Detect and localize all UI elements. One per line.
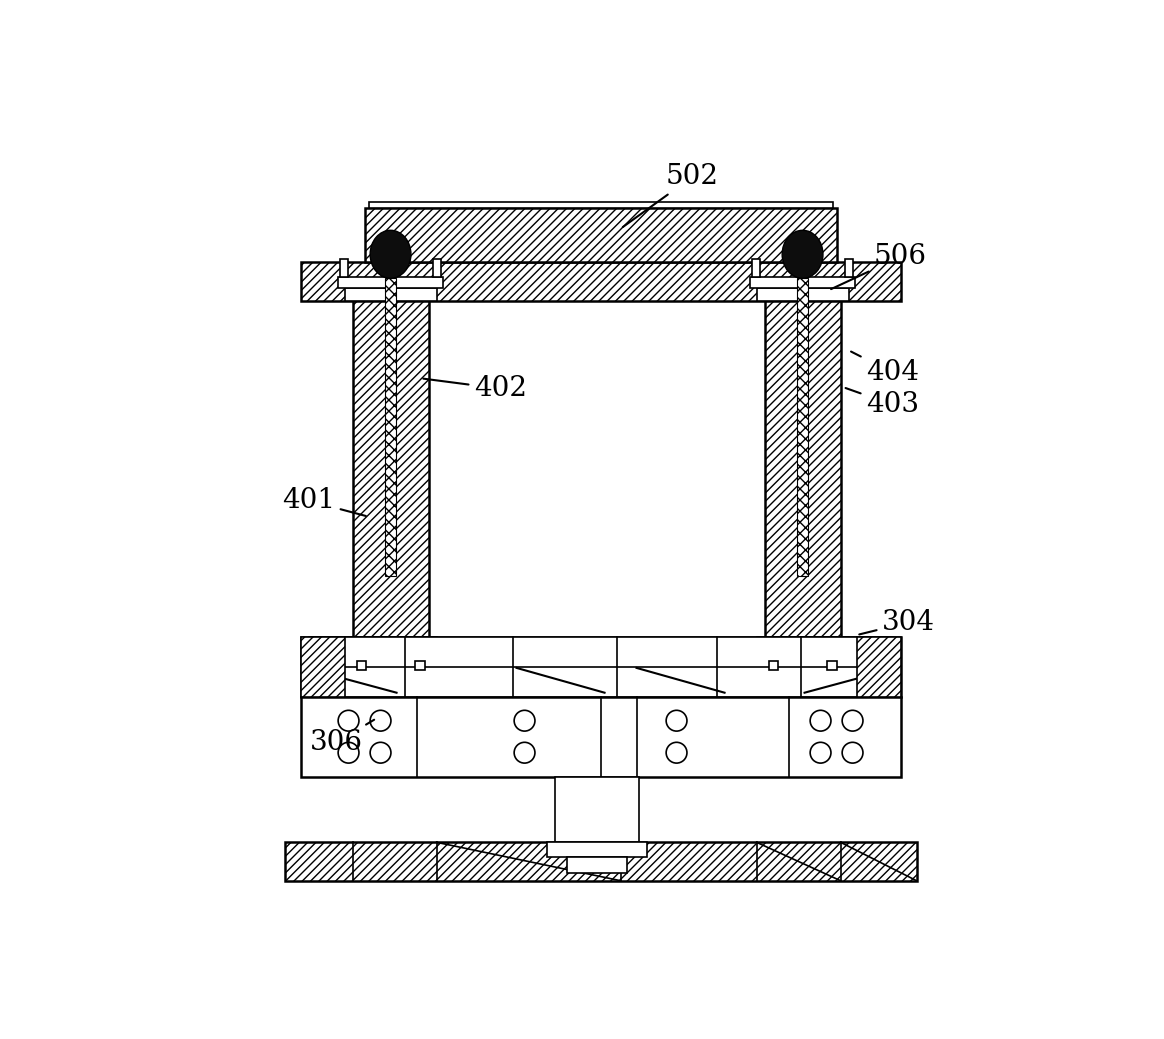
Bar bbox=[340, 259, 348, 276]
Bar bbox=[300, 637, 345, 697]
Circle shape bbox=[666, 742, 687, 763]
Bar bbox=[857, 637, 901, 697]
Circle shape bbox=[843, 711, 863, 731]
Bar bbox=[364, 208, 837, 262]
Bar bbox=[845, 259, 853, 276]
Text: 304: 304 bbox=[859, 609, 935, 636]
Bar bbox=[300, 697, 901, 777]
Text: 506: 506 bbox=[831, 243, 927, 289]
Bar bbox=[300, 262, 901, 300]
Bar bbox=[826, 661, 837, 670]
Text: 403: 403 bbox=[845, 388, 920, 418]
Bar bbox=[752, 259, 760, 276]
Bar bbox=[757, 288, 849, 300]
Circle shape bbox=[666, 711, 687, 731]
Circle shape bbox=[810, 711, 831, 731]
Bar bbox=[284, 843, 916, 881]
Circle shape bbox=[810, 742, 831, 763]
Circle shape bbox=[338, 742, 359, 763]
Circle shape bbox=[338, 711, 359, 731]
Text: 502: 502 bbox=[623, 163, 719, 228]
Bar bbox=[433, 259, 441, 276]
Bar bbox=[768, 661, 779, 670]
Bar bbox=[300, 637, 901, 697]
Bar bbox=[750, 648, 856, 661]
Bar bbox=[338, 276, 443, 288]
Bar bbox=[338, 648, 443, 661]
Circle shape bbox=[370, 742, 391, 763]
Ellipse shape bbox=[782, 231, 823, 278]
Bar bbox=[308, 637, 893, 667]
Circle shape bbox=[514, 711, 535, 731]
Circle shape bbox=[514, 742, 535, 763]
Bar bbox=[757, 637, 849, 648]
Bar bbox=[345, 288, 436, 300]
Bar bbox=[385, 278, 396, 577]
Text: 404: 404 bbox=[851, 351, 920, 387]
Bar bbox=[345, 637, 436, 648]
Text: 401: 401 bbox=[282, 487, 365, 516]
Bar bbox=[797, 278, 808, 577]
Bar bbox=[555, 777, 639, 843]
Bar bbox=[356, 661, 367, 670]
Bar bbox=[750, 276, 856, 288]
Text: 306: 306 bbox=[310, 720, 374, 755]
Text: 402: 402 bbox=[424, 375, 527, 402]
Bar bbox=[765, 300, 840, 637]
Circle shape bbox=[370, 711, 391, 731]
Bar bbox=[369, 203, 832, 208]
Bar bbox=[353, 300, 428, 637]
Bar bbox=[567, 857, 627, 873]
Ellipse shape bbox=[370, 231, 411, 278]
Circle shape bbox=[843, 742, 863, 763]
Bar bbox=[547, 843, 647, 857]
Bar bbox=[414, 661, 425, 670]
